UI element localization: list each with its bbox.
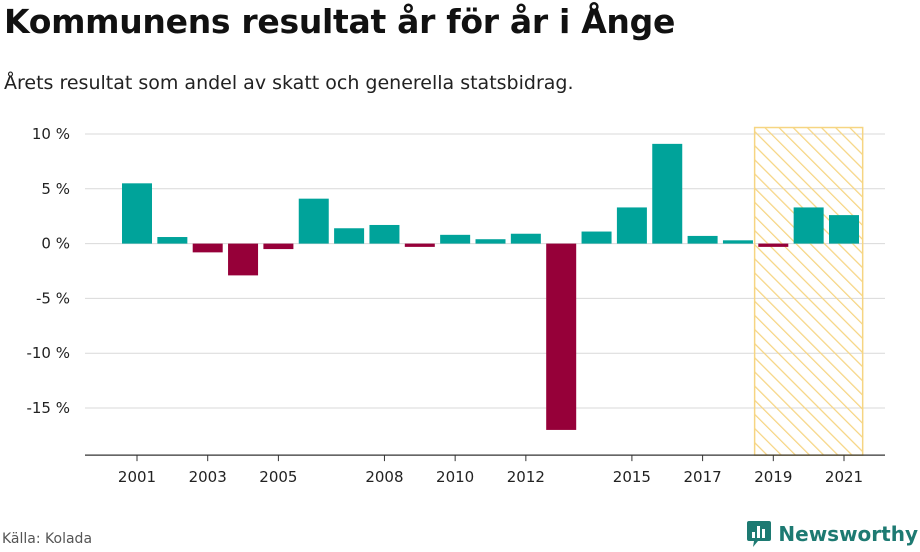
bar-2017	[687, 235, 718, 244]
bar-2016	[652, 143, 683, 244]
bar-2008	[369, 224, 400, 244]
x-tick-label: 2017	[684, 468, 722, 486]
bar-2001	[122, 183, 152, 244]
bar-2015	[616, 207, 647, 244]
bar-2010	[440, 234, 471, 244]
bar-2007	[334, 228, 365, 244]
source-note: Källa: Kolada	[2, 531, 93, 547]
y-tick-label: -5 %	[36, 289, 70, 307]
bar-2021	[829, 215, 859, 244]
x-tick-label: 2008	[365, 468, 403, 486]
bar-2013	[546, 243, 577, 430]
x-tick-label: 2021	[825, 468, 863, 486]
bar-2019	[758, 243, 789, 247]
bar-2009	[404, 243, 435, 247]
bar-2004	[228, 243, 259, 276]
y-tick-label: 10 %	[32, 125, 70, 143]
bar-2014	[581, 231, 612, 244]
highlight-region	[753, 126, 864, 456]
bar-2018	[722, 240, 753, 244]
x-tick-label: 2019	[754, 468, 792, 486]
bar-chart-speech-icon	[747, 521, 772, 547]
y-tick-label: 5 %	[41, 180, 70, 198]
x-tick-label: 2003	[189, 468, 227, 486]
y-tick-label: -15 %	[26, 399, 70, 417]
x-tick-label: 2010	[436, 468, 474, 486]
x-tick-label: 2001	[118, 468, 156, 486]
bar-2005	[263, 243, 294, 250]
y-tick-label: -10 %	[26, 344, 70, 362]
bar-2011	[475, 239, 506, 244]
x-tick-label: 2005	[259, 468, 297, 486]
bar-2006	[298, 198, 329, 244]
x-tick-label: 2015	[613, 468, 651, 486]
brand-name: Newsworthy	[778, 522, 918, 546]
bar-2012	[510, 233, 541, 244]
page-subtitle: Årets resultat som andel av skatt och ge…	[4, 72, 574, 94]
x-tick-label: 2012	[507, 468, 545, 486]
bar-2003	[192, 243, 223, 253]
page-title: Kommunens resultat år för år i Ånge	[4, 2, 676, 41]
bar-2020	[793, 207, 824, 244]
y-tick-label: 0 %	[41, 235, 70, 253]
brand-logo: Newsworthy	[746, 520, 918, 548]
bar-2002	[157, 237, 188, 244]
